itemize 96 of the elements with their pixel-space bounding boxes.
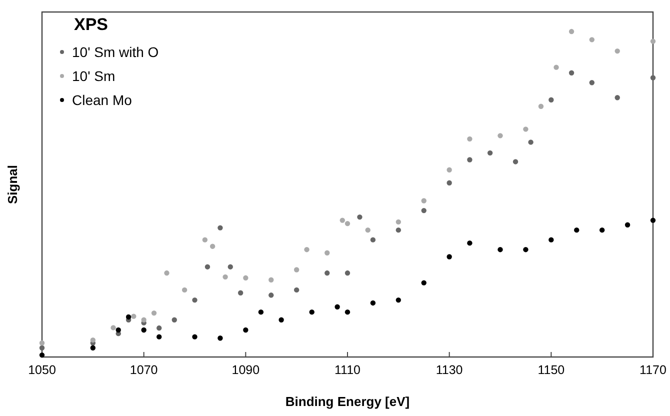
point <box>344 270 350 276</box>
point <box>396 297 402 303</box>
point <box>304 246 310 252</box>
point <box>258 309 264 315</box>
point <box>548 237 554 242</box>
point <box>396 227 402 233</box>
point <box>589 37 594 42</box>
point <box>172 317 177 322</box>
point <box>568 28 574 34</box>
point <box>156 334 162 340</box>
point <box>324 270 330 276</box>
point <box>156 325 162 331</box>
point <box>446 167 452 172</box>
point <box>650 218 656 223</box>
point <box>309 309 314 315</box>
point <box>210 244 216 249</box>
point <box>192 334 198 340</box>
point <box>39 352 45 358</box>
point <box>365 227 370 233</box>
point <box>222 274 228 280</box>
point <box>589 80 594 86</box>
point <box>334 304 340 310</box>
point <box>498 246 503 252</box>
point <box>467 136 472 142</box>
point <box>131 314 136 319</box>
x-tick-label: 1090 <box>232 363 260 377</box>
point <box>116 327 121 333</box>
point <box>498 133 503 138</box>
point <box>141 327 146 333</box>
point <box>624 222 630 228</box>
point <box>294 267 300 272</box>
legend-title: XPS <box>74 15 108 34</box>
point <box>344 309 350 315</box>
point <box>39 340 45 346</box>
point <box>192 297 198 303</box>
point <box>238 290 244 296</box>
point <box>548 97 554 102</box>
point <box>218 336 223 341</box>
x-tick-label: 1110 <box>334 363 361 377</box>
point <box>512 159 518 164</box>
y-axis-title: Signal <box>5 164 20 204</box>
point <box>204 264 210 270</box>
point <box>344 220 350 226</box>
point <box>294 287 300 293</box>
point <box>650 75 656 80</box>
point <box>370 300 376 306</box>
legend-label: 10' Sm <box>72 68 116 84</box>
point <box>278 317 284 322</box>
point <box>421 280 426 286</box>
point <box>340 218 346 223</box>
point <box>202 237 208 242</box>
point <box>421 198 426 204</box>
point <box>126 314 132 320</box>
point <box>568 70 574 76</box>
point <box>268 292 274 298</box>
point <box>446 180 452 186</box>
point <box>487 150 493 156</box>
x-tick-label: 1130 <box>436 363 463 377</box>
point <box>357 214 362 220</box>
point <box>141 317 146 322</box>
point <box>110 325 116 330</box>
point <box>370 237 376 242</box>
point <box>528 140 534 145</box>
point <box>614 48 620 54</box>
point <box>554 64 559 70</box>
point <box>446 254 452 260</box>
point <box>218 225 223 230</box>
x-tick-label: 1050 <box>28 363 56 377</box>
point <box>324 250 330 256</box>
point <box>467 157 472 162</box>
point <box>396 219 402 225</box>
point <box>523 126 528 132</box>
x-axis-title: Binding Energy [eV] <box>285 394 410 409</box>
x-tick-label: 1170 <box>640 363 666 377</box>
point <box>574 227 580 233</box>
point <box>421 208 426 214</box>
point <box>151 310 157 316</box>
point <box>467 240 472 246</box>
legend-label: 10' Sm with O <box>72 44 159 60</box>
point <box>243 275 248 281</box>
point <box>90 345 96 350</box>
point <box>90 337 96 343</box>
point <box>614 95 620 100</box>
point <box>164 270 170 276</box>
point <box>538 104 544 109</box>
point <box>228 264 233 270</box>
point <box>182 287 188 293</box>
x-tick-label: 1150 <box>538 363 565 377</box>
point <box>243 327 248 333</box>
point <box>39 345 45 350</box>
legend-label: Clean Mo <box>72 92 132 108</box>
x-tick-label: 1070 <box>130 363 158 377</box>
point <box>599 227 605 233</box>
point <box>523 246 528 252</box>
point <box>268 277 274 282</box>
point <box>650 38 656 44</box>
